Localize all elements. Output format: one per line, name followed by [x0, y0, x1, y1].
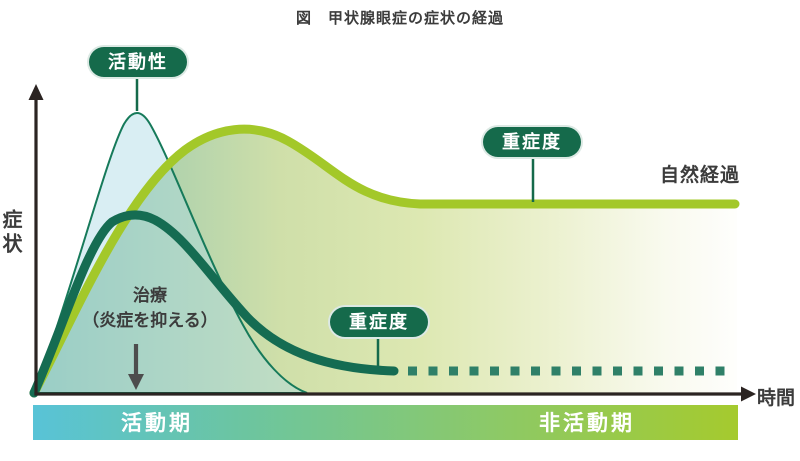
natural-course-curve	[29, 124, 740, 398]
severity-badge-natural: 重症度	[481, 125, 583, 159]
severity-badge-treated: 重症度	[328, 305, 430, 339]
activity-badge: 活動性	[87, 45, 189, 79]
x-axis	[34, 386, 756, 402]
x-axis-label: 時間	[757, 388, 796, 409]
phase-bar: 活動期 非活動期	[33, 405, 738, 440]
activity-curve	[32, 112, 308, 394]
y-axis-label: 症状	[0, 209, 21, 257]
y-axis	[28, 84, 44, 395]
treatment-label-line2: （炎症を抑える）	[82, 310, 218, 330]
natural-course-area-fill	[34, 129, 737, 393]
inactive-phase-label: 非活動期	[539, 411, 635, 435]
natural-course-label: 自然経過	[659, 165, 740, 186]
down-arrow-icon	[128, 344, 144, 390]
treated-severity-curve	[29, 210, 399, 398]
figure-title: 図 甲状腺眼症の症状の経過	[295, 10, 504, 27]
active-phase-label: 活動期	[121, 411, 193, 435]
treatment-label-line1: 治療	[133, 286, 167, 305]
treatment-label: 治療 （炎症を抑える）	[74, 284, 226, 333]
